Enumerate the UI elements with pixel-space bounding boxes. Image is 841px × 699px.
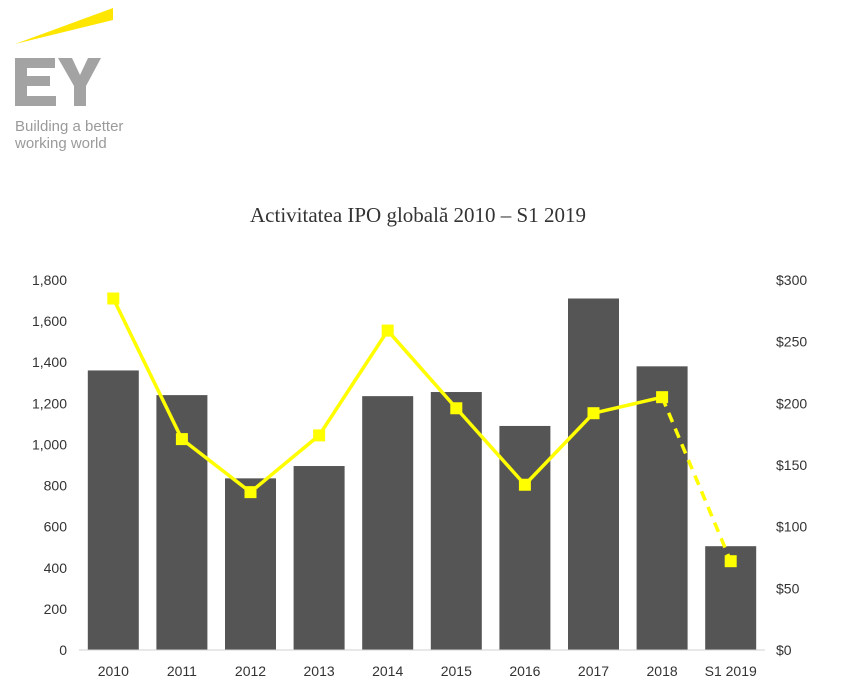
logo-tagline: Building a better working world	[15, 118, 155, 152]
line-marker-2013	[313, 429, 326, 442]
y-right-tick-label: $100	[776, 519, 807, 535]
y-left-tick-label: 1,000	[32, 436, 67, 452]
logo-tagline-line2: working world	[15, 135, 107, 152]
bar-2017	[568, 298, 619, 650]
line-marker-2010	[107, 292, 120, 305]
bar-2015	[430, 392, 482, 650]
y-axis-right: $0 $50 $100 $150 $200 $250 $300	[776, 272, 807, 658]
line-marker-2014	[381, 324, 394, 337]
y-axis-left: 0 200 400 600 800 1,000 1,200 1,400 1,600 1,800	[32, 272, 67, 658]
bar-2012	[225, 478, 276, 650]
line-marker-2017	[587, 407, 600, 420]
y-right-tick-label: $200	[776, 395, 807, 411]
x-tick-label: 2010	[98, 663, 129, 679]
y-left-tick-label: 1,800	[32, 272, 67, 288]
x-tick-label: 2013	[304, 663, 335, 679]
y-left-tick-label: 200	[44, 601, 68, 617]
ey-logo: Building a better working world	[0, 0, 150, 160]
x-axis: 2010 2011 2012 2013 2014 2015 2016 2017 2018 S1 2…	[98, 663, 757, 679]
x-tick-label: 2012	[235, 663, 266, 679]
x-tick-label: 2015	[441, 663, 472, 679]
bar-2010	[87, 370, 139, 650]
x-tick-label: 2018	[647, 663, 678, 679]
y-right-tick-label: $300	[776, 272, 807, 288]
bar-2018	[636, 366, 688, 650]
x-tick-label: 2017	[578, 663, 609, 679]
y-left-tick-label: 0	[59, 642, 67, 658]
x-tick-label: 2011	[167, 663, 197, 679]
y-right-tick-label: $150	[776, 457, 807, 473]
x-tick-label: 2014	[372, 663, 403, 679]
y-right-tick-label: $0	[776, 642, 792, 658]
logo-ey-letters	[15, 58, 101, 106]
y-left-tick-label: 400	[44, 560, 68, 576]
line-marker-2018	[656, 391, 669, 404]
y-left-tick-label: 800	[44, 478, 68, 494]
y-left-tick-label: 600	[44, 519, 68, 535]
y-right-tick-label: $50	[776, 580, 800, 596]
line-marker-2011	[175, 433, 188, 446]
bar-2016	[499, 425, 551, 650]
line-series	[107, 292, 737, 568]
bar-series	[87, 298, 757, 650]
line-marker-2015	[450, 402, 463, 415]
y-right-tick-label: $250	[776, 334, 807, 350]
ey-logo-mark	[15, 8, 113, 106]
y-left-tick-label: 1,600	[32, 313, 67, 329]
x-tick-label: S1 2019	[705, 663, 757, 679]
bar-2014	[362, 396, 414, 650]
line-marker-s1-2019	[724, 555, 737, 568]
line-marker-2016	[518, 478, 531, 491]
y-left-tick-label: 1,400	[32, 354, 67, 370]
logo-tagline-line1: Building a better	[15, 118, 124, 135]
logo-beam	[15, 8, 113, 44]
x-tick-label: 2016	[509, 663, 540, 679]
y-left-tick-label: 1,200	[32, 395, 67, 411]
chart-title: Activitatea IPO globală 2010 – S1 2019	[250, 203, 586, 227]
line-dashed-segment	[660, 396, 733, 562]
bar-2013	[293, 466, 345, 650]
line-marker-2012	[244, 486, 257, 499]
